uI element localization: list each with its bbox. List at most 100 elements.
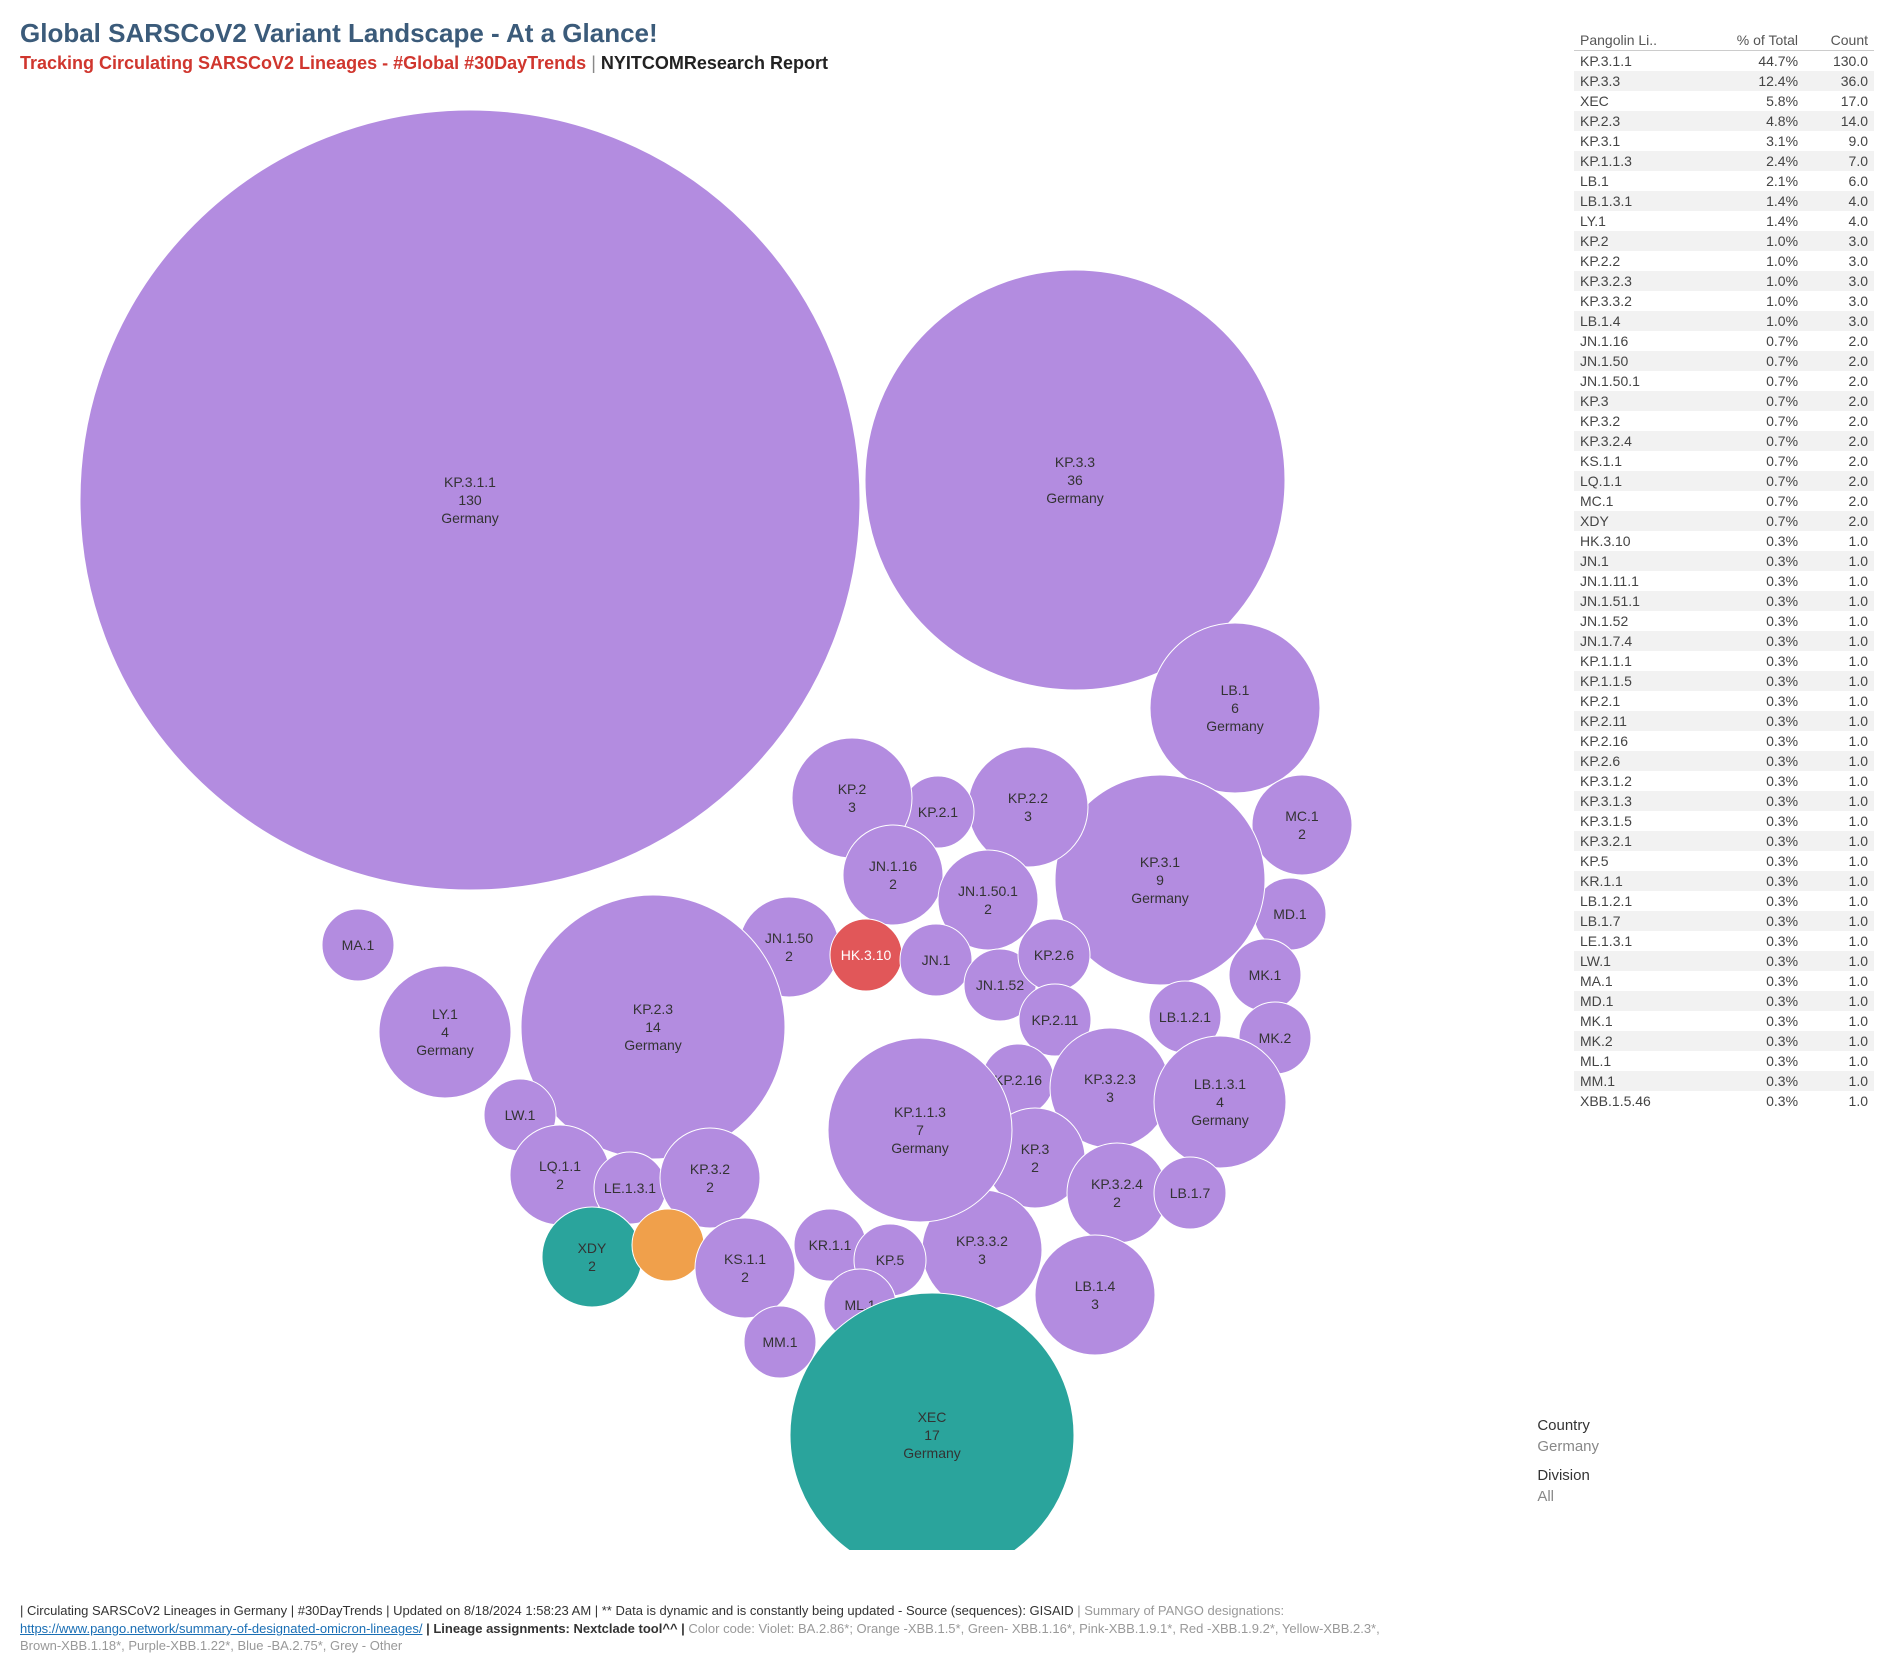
bubble[interactable]: LB.16Germany xyxy=(1150,623,1320,793)
bubble-label: MK.2 xyxy=(1259,1030,1292,1046)
table-row[interactable]: LB.1.2.10.3%1.0 xyxy=(1574,891,1874,911)
table-row[interactable]: JN.1.520.3%1.0 xyxy=(1574,611,1874,631)
bubble[interactable]: KP.1.1.37Germany xyxy=(828,1038,1012,1222)
col-count[interactable]: Count xyxy=(1804,30,1874,51)
table-row[interactable]: MC.10.7%2.0 xyxy=(1574,491,1874,511)
table-row[interactable]: JN.1.51.10.3%1.0 xyxy=(1574,591,1874,611)
bubble-label: JN.1.50.1 xyxy=(958,883,1018,899)
bubble-label: 3 xyxy=(978,1251,986,1267)
bubble[interactable]: KP.3.1.1130Germany xyxy=(80,110,860,890)
bubble[interactable]: LB.1.43 xyxy=(1035,1235,1155,1355)
table-row[interactable]: KP.2.21.0%3.0 xyxy=(1574,251,1874,271)
table-row[interactable]: LE.1.3.10.3%1.0 xyxy=(1574,931,1874,951)
table-row[interactable]: MA.10.3%1.0 xyxy=(1574,971,1874,991)
filter-country-value[interactable]: Germany xyxy=(1537,1438,1599,1455)
table-row[interactable]: JN.1.50.10.7%2.0 xyxy=(1574,371,1874,391)
bubble[interactable]: MC.12 xyxy=(1252,775,1352,875)
table-row[interactable]: JN.1.160.7%2.0 xyxy=(1574,331,1874,351)
table-row[interactable]: KP.3.2.31.0%3.0 xyxy=(1574,271,1874,291)
table-row[interactable]: LQ.1.10.7%2.0 xyxy=(1574,471,1874,491)
bubble[interactable]: LY.14Germany xyxy=(379,966,511,1098)
bubble[interactable]: KP.2.6 xyxy=(1018,919,1090,991)
table-row[interactable]: KP.3.20.7%2.0 xyxy=(1574,411,1874,431)
table-row[interactable]: KP.1.1.50.3%1.0 xyxy=(1574,671,1874,691)
filter-division-value[interactable]: All xyxy=(1537,1488,1599,1505)
table-row[interactable]: KP.21.0%3.0 xyxy=(1574,231,1874,251)
cell-pct: 12.4% xyxy=(1700,71,1804,91)
table-row[interactable]: MK.20.3%1.0 xyxy=(1574,1031,1874,1051)
table-row[interactable]: KP.3.312.4%36.0 xyxy=(1574,71,1874,91)
cell-pct: 0.3% xyxy=(1700,531,1804,551)
col-lineage[interactable]: Pangolin Li.. xyxy=(1574,30,1700,51)
bubble[interactable]: KP.3.2.42 xyxy=(1067,1143,1167,1243)
cell-lineage: KS.1.1 xyxy=(1574,451,1700,471)
table-row[interactable]: XEC5.8%17.0 xyxy=(1574,91,1874,111)
bubble-chart[interactable]: KP.3.1.1130GermanyKP.3.336GermanyLB.16Ge… xyxy=(20,80,1480,1550)
table-row[interactable]: XDY0.7%2.0 xyxy=(1574,511,1874,531)
table-row[interactable]: JN.1.11.10.3%1.0 xyxy=(1574,571,1874,591)
cell-pct: 4.8% xyxy=(1700,111,1804,131)
table-row[interactable]: KP.3.1.144.7%130.0 xyxy=(1574,51,1874,72)
table-row[interactable]: XBB.1.5.460.3%1.0 xyxy=(1574,1091,1874,1111)
bubble[interactable]: MK.1 xyxy=(1229,939,1301,1011)
table-row[interactable]: JN.1.500.7%2.0 xyxy=(1574,351,1874,371)
table-row[interactable]: MK.10.3%1.0 xyxy=(1574,1011,1874,1031)
table-row[interactable]: KP.2.34.8%14.0 xyxy=(1574,111,1874,131)
table-row[interactable]: KP.2.110.3%1.0 xyxy=(1574,711,1874,731)
bubble[interactable]: XDY2 xyxy=(542,1207,642,1307)
table-row[interactable]: JN.1.7.40.3%1.0 xyxy=(1574,631,1874,651)
table-row[interactable]: KS.1.10.7%2.0 xyxy=(1574,451,1874,471)
bubble-label: LB.1.4 xyxy=(1075,1278,1116,1294)
bubble[interactable]: JN.1.162 xyxy=(843,825,943,925)
table-row[interactable]: LB.1.70.3%1.0 xyxy=(1574,911,1874,931)
subtitle-separator: | xyxy=(591,53,601,73)
table-row[interactable]: KP.3.3.21.0%3.0 xyxy=(1574,291,1874,311)
table-row[interactable]: KP.3.1.30.3%1.0 xyxy=(1574,791,1874,811)
table-row[interactable]: LB.12.1%6.0 xyxy=(1574,171,1874,191)
bubble-label: 36 xyxy=(1067,472,1083,488)
table-row[interactable]: JN.10.3%1.0 xyxy=(1574,551,1874,571)
cell-lineage: MM.1 xyxy=(1574,1071,1700,1091)
bubble[interactable]: KS.1.12 xyxy=(695,1218,795,1318)
bubble[interactable]: XEC17Germany xyxy=(790,1293,1074,1550)
bubble-label: 9 xyxy=(1156,872,1164,888)
table-row[interactable]: ML.10.3%1.0 xyxy=(1574,1051,1874,1071)
table-row[interactable]: LW.10.3%1.0 xyxy=(1574,951,1874,971)
bubble[interactable]: MA.1 xyxy=(322,909,394,981)
table-row[interactable]: KP.3.2.10.3%1.0 xyxy=(1574,831,1874,851)
table-row[interactable]: KP.2.160.3%1.0 xyxy=(1574,731,1874,751)
bubble[interactable]: JN.1 xyxy=(900,924,972,996)
bubble-label: KP.2.2 xyxy=(1008,790,1048,806)
table-row[interactable]: KP.3.1.20.3%1.0 xyxy=(1574,771,1874,791)
cell-pct: 0.3% xyxy=(1700,651,1804,671)
bubble[interactable]: MM.1 xyxy=(744,1306,816,1378)
table-row[interactable]: KP.3.13.1%9.0 xyxy=(1574,131,1874,151)
table-row[interactable]: LB.1.41.0%3.0 xyxy=(1574,311,1874,331)
bubble[interactable] xyxy=(632,1209,704,1281)
col-pct[interactable]: % of Total xyxy=(1700,30,1804,51)
table-row[interactable]: KP.3.1.50.3%1.0 xyxy=(1574,811,1874,831)
table-row[interactable]: KP.3.2.40.7%2.0 xyxy=(1574,431,1874,451)
cell-lineage: KP.1.1.5 xyxy=(1574,671,1700,691)
bubble-label: 4 xyxy=(1216,1094,1224,1110)
bubble[interactable]: LB.1.7 xyxy=(1154,1157,1226,1229)
bubble[interactable]: LB.1.3.14Germany xyxy=(1154,1036,1286,1168)
table-row[interactable]: KP.30.7%2.0 xyxy=(1574,391,1874,411)
table-row[interactable]: MD.10.3%1.0 xyxy=(1574,991,1874,1011)
cell-pct: 0.3% xyxy=(1700,931,1804,951)
table-row[interactable]: HK.3.100.3%1.0 xyxy=(1574,531,1874,551)
table-row[interactable]: KR.1.10.3%1.0 xyxy=(1574,871,1874,891)
table-row[interactable]: KP.1.1.10.3%1.0 xyxy=(1574,651,1874,671)
table-row[interactable]: LB.1.3.11.4%4.0 xyxy=(1574,191,1874,211)
cell-pct: 0.3% xyxy=(1700,891,1804,911)
bubble[interactable]: HK.3.10 xyxy=(830,919,902,991)
table-row[interactable]: KP.2.60.3%1.0 xyxy=(1574,751,1874,771)
footer-link[interactable]: https://www.pango.network/summary-of-des… xyxy=(20,1621,422,1636)
bubble[interactable]: KP.2.314Germany xyxy=(521,895,785,1159)
table-row[interactable]: KP.1.1.32.4%7.0 xyxy=(1574,151,1874,171)
bubble[interactable]: KP.2.23 xyxy=(968,747,1088,867)
table-row[interactable]: KP.50.3%1.0 xyxy=(1574,851,1874,871)
table-row[interactable]: KP.2.10.3%1.0 xyxy=(1574,691,1874,711)
table-row[interactable]: MM.10.3%1.0 xyxy=(1574,1071,1874,1091)
table-row[interactable]: LY.11.4%4.0 xyxy=(1574,211,1874,231)
